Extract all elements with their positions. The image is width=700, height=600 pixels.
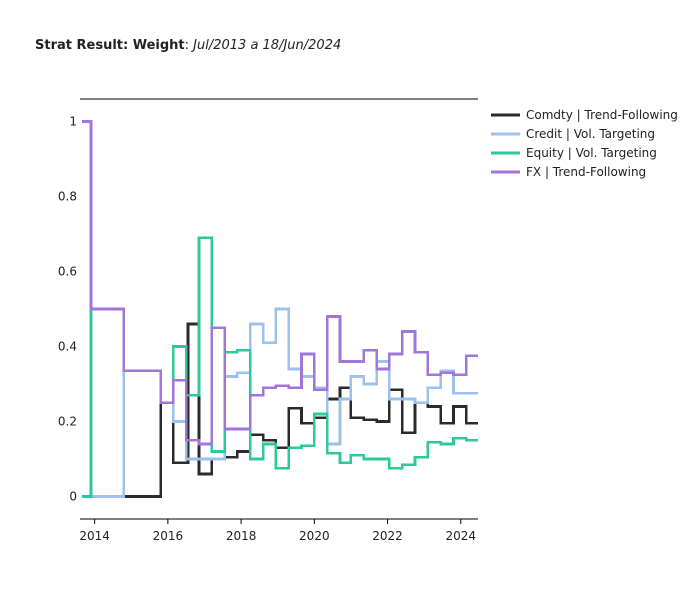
chart-title: Strat Result: Weight: Jul/2013 a 18/Jun/… <box>35 38 341 53</box>
x-tick-label: 2020 <box>299 529 330 543</box>
legend-item-3[interactable]: Equity | Vol. Targeting <box>491 146 657 160</box>
series-line-3 <box>81 236 478 498</box>
x-tick-label: 2024 <box>446 529 477 543</box>
series-line-4 <box>81 120 478 446</box>
series-line-1 <box>81 322 478 498</box>
y-tick-label: 0.8 <box>58 190 77 204</box>
legend-label: Comdty | Trend-Following <box>526 108 678 122</box>
legend-label: Credit | Vol. Targeting <box>526 127 655 141</box>
y-tick-label: 0 <box>69 490 77 504</box>
legend-item-2[interactable]: Credit | Vol. Targeting <box>491 127 655 141</box>
y-tick-label: 1 <box>69 115 77 129</box>
y-tick-label: 0.4 <box>58 340 77 354</box>
chart-title-separator: : <box>184 38 194 53</box>
legend-label: FX | Trend-Following <box>526 165 646 179</box>
legend-label: Equity | Vol. Targeting <box>526 146 657 160</box>
legend-item-1[interactable]: Comdty | Trend-Following <box>491 108 678 122</box>
chart-axes: 2014 2016 2018 2020 2022 2024 0 0.2 0.4 0.6 0.8 1 <box>58 98 478 543</box>
chart-subtitle: Jul/2013 a 18/Jun/2024 <box>193 38 342 53</box>
plot-area <box>81 120 478 498</box>
y-tick-label: 0.2 <box>58 415 77 429</box>
chart-title-text: Strat Result: Weight <box>35 38 185 53</box>
x-tick-label: 2014 <box>79 529 110 543</box>
y-tick-label: 0.6 <box>58 265 77 279</box>
x-tick-label: 2022 <box>372 529 403 543</box>
x-tick-label: 2018 <box>226 529 257 543</box>
x-tick-label: 2016 <box>153 529 184 543</box>
legend[interactable]: Comdty | Trend-Following Credit | Vol. Ta… <box>491 108 678 179</box>
legend-item-4[interactable]: FX | Trend-Following <box>491 165 646 179</box>
